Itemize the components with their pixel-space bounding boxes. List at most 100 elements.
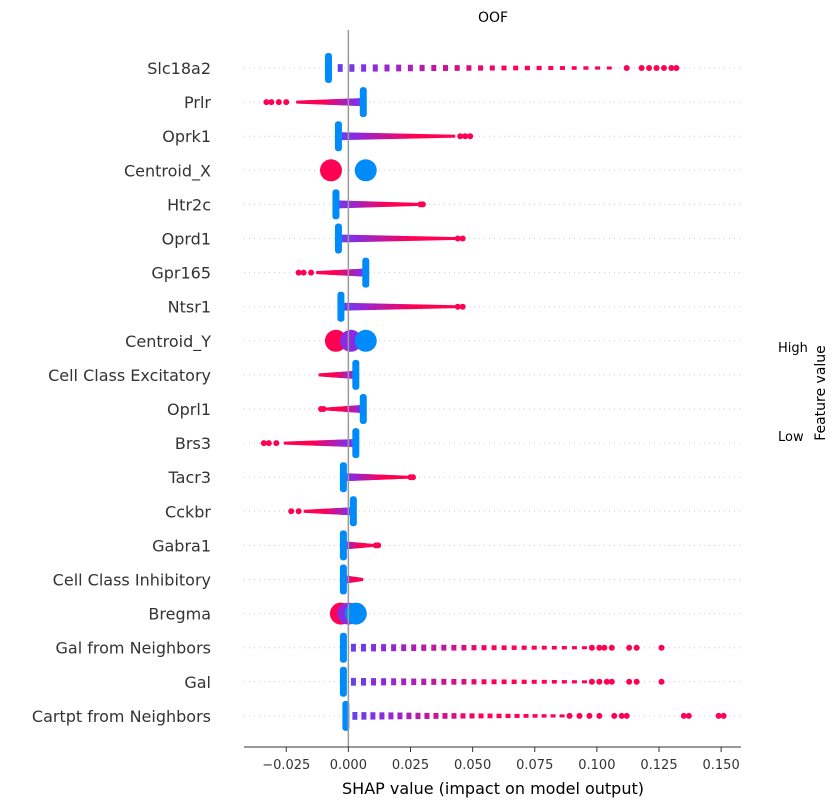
shap-point bbox=[431, 678, 437, 685]
shap-point bbox=[532, 714, 538, 718]
shap-point bbox=[350, 132, 356, 140]
shap-point bbox=[296, 100, 302, 104]
shap-point bbox=[309, 100, 315, 105]
shap-point bbox=[289, 441, 295, 445]
shap-point bbox=[513, 65, 519, 71]
shap-point bbox=[442, 713, 448, 719]
shap-point bbox=[371, 474, 377, 480]
shap-point bbox=[451, 644, 457, 651]
shap-point bbox=[348, 473, 354, 481]
shap-point bbox=[467, 133, 474, 140]
shap-point bbox=[318, 373, 324, 377]
colorbar-high-label: High bbox=[778, 341, 808, 356]
shap-point bbox=[523, 713, 529, 718]
shap-point bbox=[374, 201, 380, 208]
shap-point bbox=[382, 474, 388, 480]
shap-point bbox=[358, 578, 364, 581]
feature-label: Cartpt from Neighbors bbox=[32, 707, 211, 726]
shap-point bbox=[426, 134, 432, 139]
shap-point bbox=[334, 223, 342, 254]
shap-point bbox=[356, 473, 362, 481]
shap-point bbox=[378, 235, 384, 242]
shap-point bbox=[491, 679, 497, 685]
shap-point bbox=[548, 65, 554, 71]
shap-point bbox=[720, 712, 727, 719]
shap-point bbox=[306, 100, 312, 105]
shap-point bbox=[415, 712, 421, 720]
shap-point bbox=[366, 303, 372, 311]
feature-row-centroid-y: Centroid_Y bbox=[125, 329, 741, 352]
feature-row-brs3: Brs3 bbox=[175, 428, 741, 459]
shap-point bbox=[445, 236, 451, 241]
shap-point bbox=[393, 235, 399, 242]
shap-point bbox=[359, 132, 365, 140]
shap-point bbox=[588, 678, 595, 685]
feature-label: Bregma bbox=[148, 605, 211, 624]
shap-point bbox=[450, 134, 456, 138]
shap-point bbox=[422, 304, 428, 309]
shap-point bbox=[260, 440, 267, 447]
shap-point bbox=[441, 644, 447, 651]
shap-point bbox=[315, 99, 321, 105]
shap-point bbox=[364, 474, 370, 481]
feature-row-cell-class-excitatory: Cell Class Excitatory bbox=[48, 359, 741, 390]
shap-point bbox=[381, 678, 387, 686]
shap-point bbox=[369, 474, 375, 481]
feature-label: Ntsr1 bbox=[168, 298, 211, 317]
shap-point bbox=[417, 304, 423, 309]
shap-point bbox=[501, 645, 507, 651]
shap-point bbox=[361, 474, 367, 481]
shap-point bbox=[397, 133, 403, 139]
shap-point bbox=[469, 713, 475, 719]
shap-point bbox=[390, 475, 396, 480]
shap-point bbox=[374, 235, 380, 242]
shap-point bbox=[347, 302, 353, 311]
feature-row-tacr3: Tacr3 bbox=[168, 462, 741, 493]
feature-label: Prlr bbox=[184, 93, 211, 112]
shap-point bbox=[384, 64, 390, 72]
shap-point bbox=[334, 121, 342, 152]
shap-point bbox=[364, 201, 370, 208]
shap-point bbox=[668, 65, 675, 71]
shap-point bbox=[364, 235, 370, 242]
shap-point bbox=[431, 134, 437, 139]
shap-point bbox=[352, 98, 358, 106]
shap-point bbox=[408, 304, 414, 310]
shap-point bbox=[350, 98, 356, 106]
shap-point bbox=[445, 305, 451, 309]
shap-point bbox=[387, 475, 393, 480]
shap-point bbox=[397, 235, 403, 242]
shap-point bbox=[375, 303, 381, 310]
shap-point bbox=[359, 473, 365, 481]
shap-point bbox=[403, 475, 409, 479]
shap-point bbox=[433, 712, 439, 719]
shap-point bbox=[350, 200, 356, 208]
shap-point bbox=[435, 134, 441, 139]
feature-label: Cell Class Excitatory bbox=[48, 366, 211, 385]
shap-point bbox=[459, 235, 466, 242]
shap-point bbox=[370, 712, 376, 720]
shap-point bbox=[353, 473, 359, 481]
shap-point bbox=[347, 439, 353, 447]
shap-point bbox=[450, 237, 456, 240]
shap-point bbox=[419, 64, 425, 72]
shap-point bbox=[406, 712, 412, 720]
shap-point bbox=[401, 678, 407, 686]
shap-point bbox=[397, 475, 403, 479]
shap-point bbox=[339, 98, 345, 106]
shap-point bbox=[409, 474, 416, 481]
feature-row-cartpt-from-neighbors: Cartpt from Neighbors bbox=[32, 700, 741, 731]
shap-point bbox=[340, 200, 346, 209]
shap-point bbox=[337, 64, 343, 72]
shap-point bbox=[366, 474, 372, 481]
shap-point bbox=[317, 99, 323, 105]
shap-point bbox=[461, 644, 467, 651]
shap-point bbox=[471, 645, 477, 651]
shap-point bbox=[288, 508, 295, 515]
point-cluster bbox=[319, 159, 342, 182]
shap-point bbox=[397, 712, 403, 720]
shap-point bbox=[412, 236, 418, 241]
shap-point bbox=[337, 291, 345, 322]
feature-label: Oprk1 bbox=[162, 127, 211, 146]
shap-point bbox=[295, 269, 302, 276]
